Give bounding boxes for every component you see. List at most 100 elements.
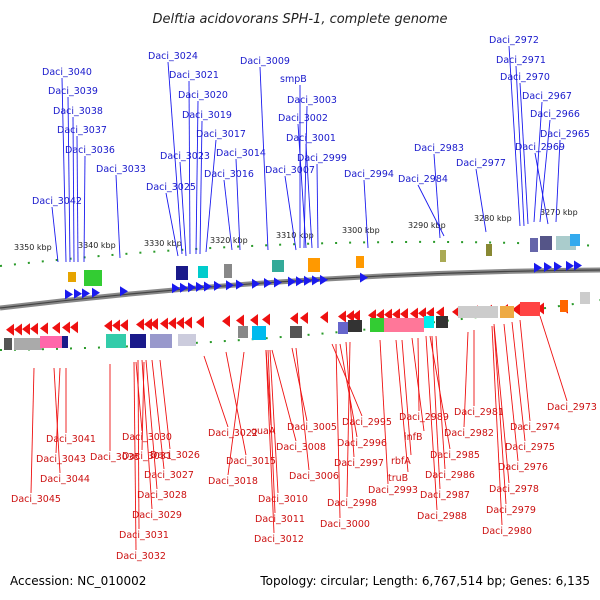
cog-box: [580, 292, 590, 304]
gene-label: Daci_2973: [547, 402, 597, 413]
leader-line: [271, 349, 297, 442]
gene-label: Daci_3031: [119, 530, 169, 541]
scale-label: 3320 kbp: [210, 236, 248, 245]
cog-box: [530, 238, 538, 252]
reverse-gene-arrow: [236, 314, 244, 327]
cog-box: [308, 258, 320, 272]
leader-line: [295, 347, 310, 471]
gene-label: Daci_2969: [515, 142, 565, 153]
gene-label: Daci_3012: [254, 534, 304, 545]
leader-line: [519, 319, 531, 422]
leader-line: [305, 143, 313, 249]
leader-line: [503, 323, 519, 462]
gene-label: Daci_3020: [178, 90, 228, 101]
leader-line: [188, 80, 191, 255]
gene-label: Daci_2972: [489, 35, 539, 46]
cog-box: [424, 316, 434, 328]
gene-label: Daci_3002: [278, 113, 328, 124]
cog-box: [500, 306, 514, 318]
leader-line: [534, 152, 549, 225]
cog-box: [486, 244, 492, 256]
scale-label: 3300 kbp: [342, 226, 380, 235]
gene-label: Daci_3008: [276, 442, 326, 453]
reverse-gene-arrow: [184, 316, 192, 329]
gene-label: Daci_3010: [258, 494, 308, 505]
cog-box: [224, 264, 232, 278]
gene-label: Daci_3016: [204, 169, 254, 180]
cog-box: [130, 334, 146, 348]
gene-label: Daci_3044: [40, 474, 90, 485]
gene-label: Daci_3009: [240, 56, 290, 67]
inner-tick-ring: [0, 299, 600, 351]
gene-label: Daci_2999: [297, 153, 347, 164]
gene-label: Daci_2979: [486, 505, 536, 516]
gene-label: Daci_3028: [137, 490, 187, 501]
gene-label: Daci_3005: [287, 422, 337, 433]
gene-label: infB: [404, 432, 423, 443]
gene-label: Daci_3043: [36, 454, 86, 465]
forward-gene-arrow: [236, 279, 244, 290]
leader-line: [284, 175, 297, 251]
cog-box: [356, 256, 364, 268]
gene-label: Daci_2997: [334, 458, 384, 469]
gene-label: Daci_2994: [344, 169, 394, 180]
forward-gene-arrow: [65, 289, 73, 300]
gene-label: Daci_3021: [169, 70, 219, 81]
leader-line: [55, 367, 61, 454]
gene-label: Daci_2971: [496, 55, 546, 66]
gene-label: Daci_2965: [540, 129, 590, 140]
leader-line: [165, 192, 179, 257]
gene-label: Daci_2966: [530, 109, 580, 120]
cog-box: [106, 334, 126, 348]
forward-gene-arrow: [566, 260, 574, 271]
forward-gene-arrow: [296, 276, 304, 287]
gene-label: Daci_2989: [399, 412, 449, 423]
gene-label: Daci_2986: [425, 470, 475, 481]
leader-line: [508, 45, 521, 227]
forward-gene-arrow: [304, 275, 312, 286]
forward-gene-arrow: [360, 272, 368, 283]
leader-line: [395, 339, 409, 473]
forward-gene-arrow: [288, 276, 296, 287]
gene-label: Daci_2980: [482, 526, 532, 537]
gene-label: Daci_3032: [116, 551, 166, 562]
leader-line: [53, 367, 61, 474]
gene-label: Daci_3037: [57, 125, 107, 136]
forward-gene-arrow: [554, 261, 562, 272]
reverse-gene-arrow: [168, 317, 176, 330]
leader-line: [297, 123, 307, 249]
forward-gene-arrow: [274, 277, 282, 288]
reverse-gene-arrow: [320, 311, 328, 324]
leader-line: [179, 161, 187, 257]
leader-line: [259, 66, 269, 251]
reverse-gene-arrow: [150, 318, 158, 330]
gene-label: Daci_3025: [146, 182, 196, 193]
gene-label: Daci_3023: [160, 151, 210, 162]
leader-line: [345, 341, 355, 458]
forward-gene-arrow: [92, 287, 100, 298]
scale-label: 3280 kbp: [474, 214, 512, 223]
leader-line: [145, 359, 158, 490]
gene-label: Daci_3007: [265, 165, 315, 176]
gene-label: Daci_3026: [150, 450, 200, 461]
leader-line: [159, 359, 171, 450]
gene-label: Daci_3024: [148, 51, 198, 62]
cog-box: [348, 320, 362, 332]
leader-line: [225, 351, 247, 456]
reverse-gene-arrow: [512, 303, 520, 316]
leader-line: [265, 349, 275, 534]
leader-line: [363, 179, 369, 249]
reverse-gene-arrow: [410, 307, 418, 320]
reverse-gene-arrow: [104, 319, 112, 332]
reverse-gene-arrow: [176, 316, 184, 329]
gene-label: Daci_3036: [65, 145, 115, 156]
gene-label: Daci_3000: [320, 519, 370, 530]
forward-gene-arrow: [264, 278, 272, 289]
gene-label: Daci_2978: [489, 484, 539, 495]
gene-label: Daci_3017: [196, 129, 246, 140]
leader-line: [519, 82, 529, 225]
leader-line: [199, 120, 203, 255]
leader-line: [417, 337, 420, 412]
forward-gene-arrow: [188, 282, 196, 293]
gene-label: Daci_2998: [327, 498, 377, 509]
